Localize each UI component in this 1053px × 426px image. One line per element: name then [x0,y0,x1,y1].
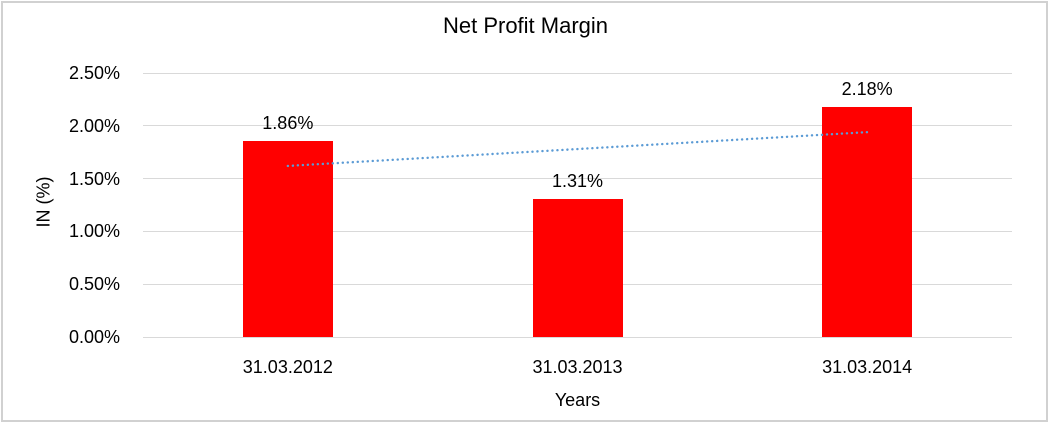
x-category-label: 31.03.2013 [532,357,623,377]
plot-area: Years 0.00% 0.50% 1.00% 1.50% 2.00% 2.50% 1.86… [69,63,1012,410]
y-tick-label: 2.50% [68,63,120,83]
x-category-label: 31.03.2012 [242,357,333,377]
y-tick-label: 0.00% [68,327,120,347]
bar-31.03.2014 [822,106,913,337]
bar-value-label: 1.31% [551,170,604,191]
gridline [143,72,1012,74]
gridline [143,178,1012,180]
y-tick-label: 0.50% [68,274,120,295]
x-axis-title: Years [554,390,601,410]
chart-title: Net Profit Margin [442,13,609,38]
bar-value-label: 2.18% [841,78,893,99]
bar-31.03.2012 [242,140,333,337]
y-tick-label: 1.00% [68,221,120,242]
gridline [143,336,1012,338]
bar-value-label: 1.86% [262,112,314,133]
y-tick-label: 1.50% [68,168,120,189]
x-category-label: 31.03.2014 [822,357,913,377]
gridline [143,125,1012,127]
y-tick-label: 2.00% [68,115,120,136]
bar-31.03.2013 [532,198,623,337]
